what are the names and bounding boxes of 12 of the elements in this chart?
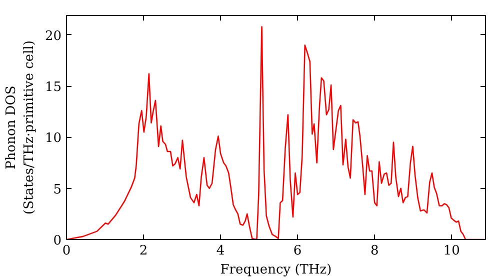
x-tick-label: 10 — [443, 244, 460, 258]
y-tick-label: 10 — [44, 131, 62, 146]
y-axis-title: Phonon DOS (States/THz·primitive cell) — [4, 40, 37, 214]
y-tick-label: 0 — [53, 234, 62, 248]
y-tick-label: 15 — [44, 80, 62, 96]
x-tick-label: 8 — [370, 244, 379, 258]
y-tick-label: 5 — [53, 182, 62, 198]
x-axis-title: Frequency (THz) — [220, 262, 332, 278]
y-tick-label: 20 — [44, 28, 62, 44]
x-tick-label: 4 — [216, 244, 225, 258]
x-tick-label: 2 — [139, 244, 148, 258]
x-tick-label: 6 — [293, 244, 302, 258]
